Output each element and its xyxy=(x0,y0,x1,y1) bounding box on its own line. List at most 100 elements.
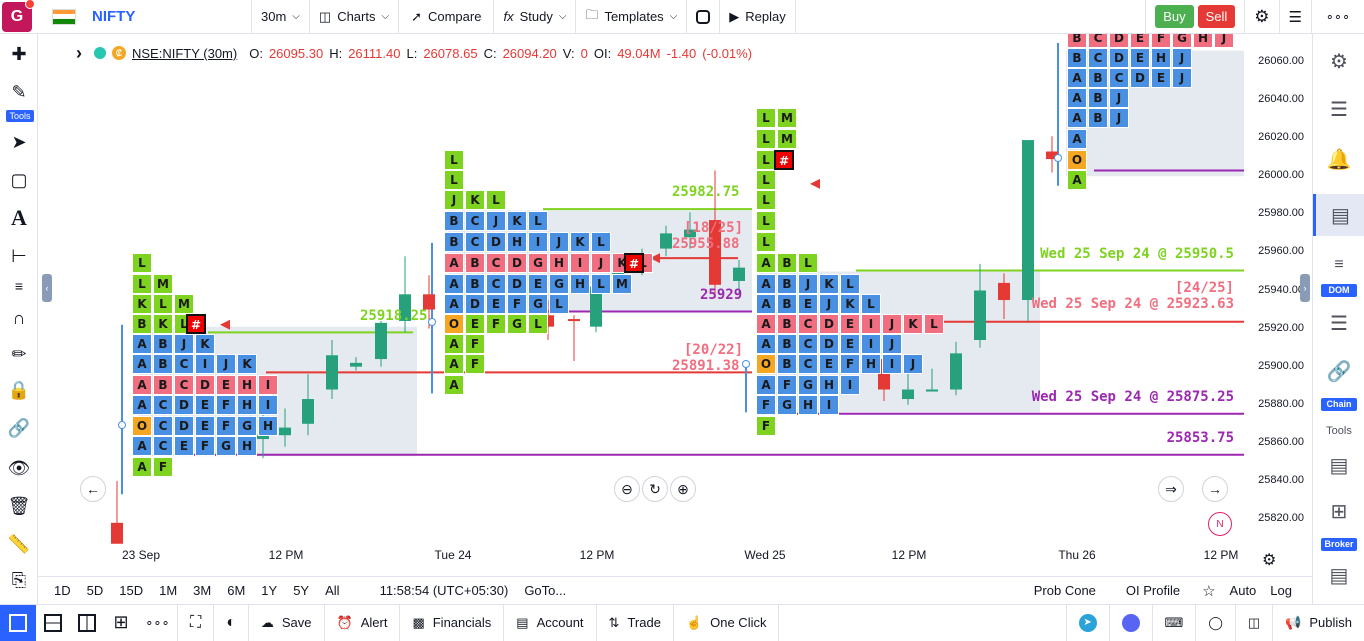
tpo-row-letter: F xyxy=(465,334,485,354)
layout-grid-button[interactable]: ⊞ xyxy=(104,612,138,633)
symbol-search[interactable]: NIFTY xyxy=(34,0,251,34)
instagram-button[interactable] xyxy=(687,0,721,34)
telegram-button[interactable]: ➤ xyxy=(1065,604,1110,641)
tpo-row-letter: L xyxy=(528,211,548,231)
trash-icon[interactable]: 🗑 xyxy=(7,495,31,516)
tpo-row-letter: F xyxy=(195,436,215,456)
charts-button[interactable]: ◫ Charts ⌵ xyxy=(310,0,400,34)
settings-icon[interactable]: ⚙ xyxy=(1330,50,1348,73)
range-1y[interactable]: 1Y xyxy=(261,583,278,598)
replay-button[interactable]: ▶ Replay xyxy=(720,0,796,34)
settings-button[interactable]: ⚙ xyxy=(1245,0,1280,34)
ruler-icon[interactable]: 📏 xyxy=(7,533,31,554)
theme-button[interactable]: ◐ xyxy=(214,604,249,641)
layout-single-button[interactable] xyxy=(0,604,36,641)
range-1m[interactable]: 1M xyxy=(159,583,178,598)
one-click-button[interactable]: ☝ One Click xyxy=(674,604,780,641)
video-button[interactable]: ◫ xyxy=(1236,604,1274,641)
zoom-in-button[interactable]: ⊕ xyxy=(670,476,696,502)
tpo-row-letter: C xyxy=(153,416,173,436)
crosshair-icon[interactable]: ✚ xyxy=(11,43,27,64)
chart-settings-icon[interactable]: ⚙ xyxy=(1262,552,1277,569)
clock[interactable]: 11:58:54 (UTC+05:30) xyxy=(379,583,509,598)
scroll-left-button[interactable]: ← xyxy=(80,476,106,502)
range-all[interactable]: All xyxy=(325,583,340,598)
chain-icon[interactable]: 🔗 xyxy=(1326,360,1352,383)
fullscreen-button[interactable]: ⛶ xyxy=(178,604,215,641)
screenshot-icon[interactable]: ⎘ xyxy=(11,569,27,590)
ideas-button[interactable]: ◯ xyxy=(1196,604,1236,641)
lightbulb-icon: ◯ xyxy=(1208,614,1223,630)
link-icon[interactable]: 🔗 xyxy=(7,417,31,438)
chevron-right-icon[interactable]: › xyxy=(76,42,82,63)
notebook-icon[interactable]: ▤ xyxy=(1313,194,1364,236)
tpo-row-letter: C xyxy=(465,211,485,231)
range-5y[interactable]: 5Y xyxy=(293,583,310,598)
range-3m[interactable]: 3M xyxy=(193,583,212,598)
lock-icon[interactable]: 🔒 xyxy=(7,379,31,400)
collapse-right-handle[interactable]: › xyxy=(1300,274,1310,302)
ruler-pencil-icon[interactable]: ✏ xyxy=(11,343,27,364)
compare-button[interactable]: ➚ Compare xyxy=(399,0,495,34)
layout-hsplit-button[interactable] xyxy=(36,613,70,632)
fib-icon[interactable]: ≡ xyxy=(14,278,24,294)
keyboard-button[interactable]: ⌨ xyxy=(1153,604,1197,641)
price-tick-label: 26040.00 xyxy=(1258,93,1304,106)
star-icon[interactable]: ☆ xyxy=(1202,582,1216,600)
scroll-right-button[interactable]: → xyxy=(1202,476,1228,502)
trade-buttons: Buy Sell xyxy=(1145,0,1246,34)
tpo-row-letter: M xyxy=(777,129,797,149)
log-scale-button[interactable]: Log xyxy=(1270,583,1292,598)
dom-icon[interactable]: ≡ xyxy=(1334,256,1344,273)
financials-button[interactable]: ▩ Financials xyxy=(400,604,505,641)
tpo-row-letter: K xyxy=(819,274,839,294)
layout-vsplit-button[interactable] xyxy=(70,613,104,632)
alert-button[interactable]: ⏰ Alert xyxy=(325,604,401,641)
zoom-out-button[interactable]: ⊖ xyxy=(614,476,640,502)
tpo-row-letter: E xyxy=(819,354,839,374)
range-1d[interactable]: 1D xyxy=(54,583,71,598)
order-book-icon[interactable]: ▤ xyxy=(1329,564,1349,587)
bell-icon[interactable]: 🔔 xyxy=(1326,148,1352,171)
pencil-icon[interactable]: ✎ xyxy=(11,81,27,102)
publish-button[interactable]: 📢 Publish xyxy=(1285,614,1352,631)
discord-button[interactable] xyxy=(1110,604,1153,641)
layers-button[interactable]: ☰ xyxy=(1280,0,1312,34)
auto-scale-button[interactable]: Auto xyxy=(1229,583,1257,598)
cursor-icon[interactable]: ➤ xyxy=(11,131,27,152)
more-layouts-button[interactable]: ∘∘∘ xyxy=(138,604,178,641)
sell-button[interactable]: Sell xyxy=(1197,5,1236,28)
layers-icon[interactable]: ☰ xyxy=(1330,98,1348,121)
list-icon[interactable]: ☰ xyxy=(1330,312,1348,335)
legend-symbol[interactable]: NSE:NIFTY (30m) xyxy=(132,45,238,61)
dom-label: DOM xyxy=(1321,284,1357,297)
more-button[interactable]: ∘∘∘ xyxy=(1312,0,1364,34)
reset-zoom-button[interactable]: ↻ xyxy=(642,476,668,502)
interval-selector[interactable]: 30m ⌵ xyxy=(251,0,310,34)
panel-icon[interactable]: ▤ xyxy=(1329,454,1349,477)
trade-button[interactable]: ⇅ Trade xyxy=(597,604,674,641)
eye-icon[interactable]: 👁 xyxy=(7,457,31,478)
rectangle-icon[interactable]: ▢ xyxy=(10,169,28,190)
measure-icon[interactable]: ⊢ xyxy=(11,245,27,266)
prob-cone-button[interactable]: Prob Cone xyxy=(1033,583,1096,598)
study-button[interactable]: fx Study ⌵ xyxy=(494,0,577,34)
apps-grid-icon[interactable]: ⊞ xyxy=(1330,500,1348,523)
save-button[interactable]: ☁ Save xyxy=(249,604,325,641)
oi-profile-button[interactable]: OI Profile xyxy=(1125,583,1181,598)
news-badge[interactable]: N xyxy=(1208,512,1232,536)
goto-button[interactable]: GoTo... xyxy=(524,583,567,598)
account-button[interactable]: ▤ Account xyxy=(504,604,597,641)
user-avatar[interactable]: G xyxy=(0,0,35,34)
range-15d[interactable]: 15D xyxy=(119,583,144,598)
range-6m[interactable]: 6M xyxy=(227,583,246,598)
templates-button[interactable]: 🗀 Templates ⌵ xyxy=(576,0,688,34)
collapse-left-handle[interactable]: ‹ xyxy=(42,274,52,302)
magnet-icon[interactable]: ∩ xyxy=(12,307,26,328)
buy-button[interactable]: Buy xyxy=(1155,5,1194,28)
text-tool-icon[interactable]: A xyxy=(11,205,27,230)
scroll-to-realtime-button[interactable]: ⇒ xyxy=(1158,476,1184,502)
range-5d[interactable]: 5D xyxy=(86,583,104,598)
tpo-poc-row-letter: J xyxy=(882,314,902,334)
